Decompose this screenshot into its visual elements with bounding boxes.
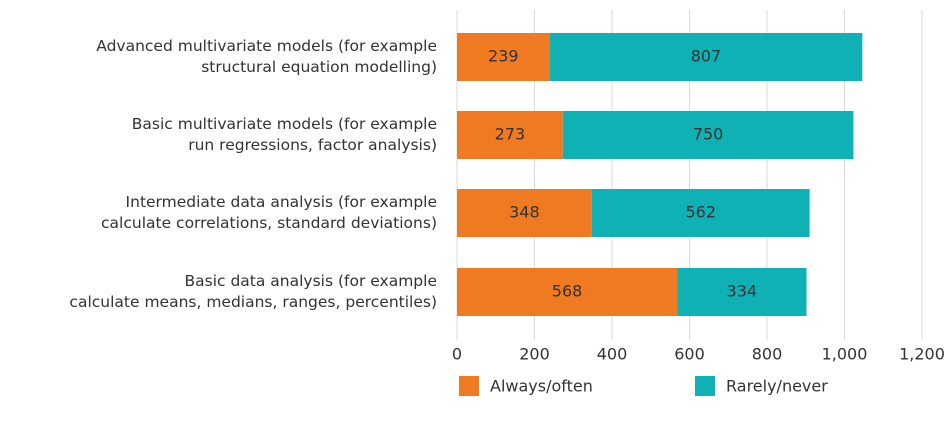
bar-segment — [457, 268, 678, 316]
x-tick-label: 200 — [519, 345, 550, 364]
x-tick-label: 0 — [452, 345, 462, 364]
bar-segment — [562, 111, 854, 159]
bar-segment — [591, 189, 810, 237]
value-label: 348 — [509, 203, 540, 222]
legend-label: Always/often — [490, 377, 593, 396]
bar-segment — [457, 111, 563, 159]
legend-swatch — [459, 376, 479, 396]
value-label: 273 — [495, 125, 526, 144]
x-tick-label: 800 — [752, 345, 783, 364]
value-label: 334 — [727, 282, 758, 301]
bar-segment — [457, 33, 550, 81]
x-tick-label: 600 — [674, 345, 705, 364]
value-label: 239 — [488, 47, 519, 66]
value-label: 562 — [685, 203, 716, 222]
legend-label: Rarely/never — [726, 377, 828, 396]
legend-swatch — [695, 376, 715, 396]
category-label: Basic multivariate models (for example r… — [131, 115, 437, 154]
bar-segment — [457, 189, 592, 237]
x-tick-label: 400 — [597, 345, 628, 364]
bar-segment — [677, 268, 807, 316]
bar-segment — [549, 33, 863, 81]
x-tick-label: 1,200 — [899, 345, 945, 364]
category-label: Basic data analysis (for example calcula… — [69, 272, 437, 311]
category-label: Advanced multivariate models (for exampl… — [96, 37, 437, 76]
value-label: 568 — [552, 282, 583, 301]
x-tick-label: 1,000 — [822, 345, 868, 364]
category-label: Intermediate data analysis (for example … — [101, 193, 437, 232]
value-label: 750 — [693, 125, 724, 144]
value-label: 807 — [691, 47, 722, 66]
